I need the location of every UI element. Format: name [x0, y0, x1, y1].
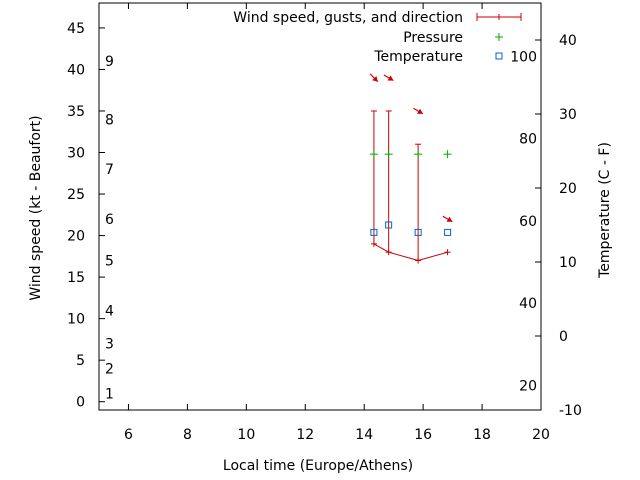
y2-tick-label: 20 [559, 181, 577, 197]
y-tick-label: 10 [67, 312, 85, 328]
legend-label-pressure: Pressure [403, 30, 463, 46]
plot-frame [98, 2, 542, 411]
y-tick-label: 15 [67, 270, 85, 286]
legend: Wind speed, gusts, and direction Pressur… [233, 10, 522, 65]
x-tick-label: 18 [473, 427, 491, 443]
y2-tick-label: 40 [559, 33, 577, 49]
x-axis: 6 8 10 12 14 16 18 20 [124, 3, 550, 443]
fahrenheit-label: 60 [519, 214, 537, 230]
y-axis: 0 5 10 15 20 25 30 35 40 45 [67, 21, 105, 411]
y-axis-label: Wind speed (kt - Beaufort) [28, 115, 44, 300]
temperature-point [414, 228, 422, 236]
y-tick-label: 35 [67, 104, 85, 120]
legend-label-wind: Wind speed, gusts, and direction [233, 10, 463, 26]
fahrenheit-label: 40 [519, 296, 537, 312]
temperature-point [370, 228, 378, 236]
y2-axis: -10 0 10 20 30 40 [535, 33, 582, 419]
y2-axis-label: Temperature (C - F) [597, 142, 613, 279]
beaufort-label: 1 [105, 386, 114, 402]
y-tick-label: 40 [67, 62, 85, 78]
y-tick-label: 25 [67, 187, 85, 203]
series-layer [369, 73, 453, 264]
beaufort-label: 2 [105, 361, 114, 377]
x-tick-label: 20 [532, 427, 550, 443]
fahrenheit-label: 100 [510, 49, 537, 65]
x-tick-label: 14 [355, 427, 373, 443]
beaufort-label: 5 [105, 253, 114, 269]
y2-tick-label: 30 [559, 107, 577, 123]
beaufort-label: 6 [105, 212, 114, 228]
y-tick-label: 5 [76, 353, 85, 369]
temperature-point [444, 228, 452, 236]
wind-direction-arrowhead [417, 108, 423, 114]
legend-swatch-temperature [495, 52, 503, 60]
fahrenheit-label: 20 [519, 378, 537, 394]
x-axis-label: Local time (Europe/Athens) [223, 458, 413, 474]
legend-swatch-pressure [495, 33, 503, 41]
beaufort-label: 9 [105, 54, 114, 70]
y-tick-label: 0 [76, 395, 85, 411]
beaufort-label: 7 [105, 162, 114, 178]
wind-speed-line [373, 243, 448, 262]
wind-direction-arrowhead [387, 75, 394, 81]
temperature-point [385, 221, 393, 229]
beaufort-label: 4 [105, 303, 114, 319]
wind-direction-arrowhead [446, 216, 453, 222]
beaufort-label: 8 [105, 112, 114, 128]
legend-label-temperature: Temperature [373, 49, 463, 65]
y2-tick-label: 10 [559, 255, 577, 271]
y-tick-label: 30 [67, 146, 85, 162]
x-tick-label: 8 [183, 427, 192, 443]
x-tick-label: 10 [237, 427, 255, 443]
x-tick-label: 6 [124, 427, 133, 443]
fahrenheit-axis: 20 40 60 80 100 [510, 49, 537, 394]
y-tick-label: 45 [67, 21, 85, 37]
fahrenheit-label: 80 [519, 132, 537, 148]
y2-tick-label: -10 [559, 403, 582, 419]
y2-tick-label: 0 [559, 329, 568, 345]
x-tick-label: 12 [296, 427, 314, 443]
wind-direction-arrowhead [372, 75, 378, 82]
x-tick-label: 16 [414, 427, 432, 443]
y-tick-label: 20 [67, 229, 85, 245]
beaufort-axis: 1 2 3 4 5 6 7 8 9 [105, 54, 114, 402]
beaufort-label: 3 [105, 337, 114, 353]
